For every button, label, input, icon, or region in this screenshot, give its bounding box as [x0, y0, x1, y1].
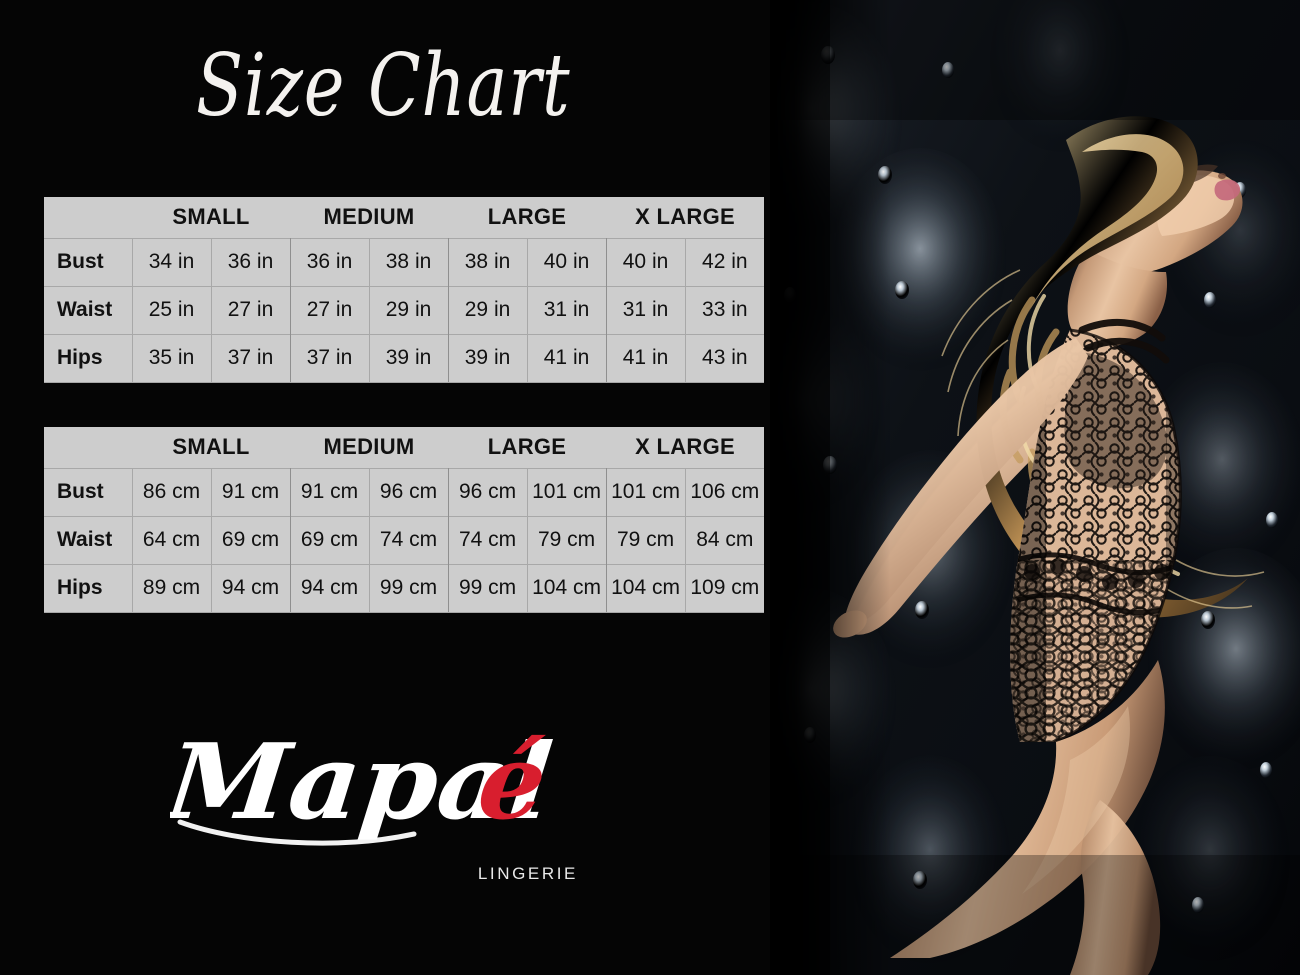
- cell: 29 in: [369, 285, 449, 334]
- header-x-large: X LARGE: [606, 197, 765, 238]
- cell: 31 in: [606, 285, 686, 334]
- model-photo: [770, 0, 1300, 975]
- cell: 84 cm: [685, 515, 765, 564]
- header-small: SMALL: [132, 427, 291, 468]
- header-large: LARGE: [448, 197, 607, 238]
- cell: 99 cm: [448, 563, 528, 613]
- model-photo-illustration: [770, 0, 1300, 975]
- table-row: Bust 34 in 36 in 36 in 38 in 38 in 40 in…: [44, 237, 765, 286]
- cell: 96 cm: [369, 467, 449, 516]
- table-row: Bust 86 cm 91 cm 91 cm 96 cm 96 cm 101 c…: [44, 467, 765, 516]
- cell: 74 cm: [369, 515, 449, 564]
- page-title: Size Chart: [196, 36, 571, 136]
- row-label-waist: Waist: [44, 285, 133, 334]
- cell: 41 in: [527, 333, 607, 383]
- row-label-bust: Bust: [44, 237, 133, 286]
- row-label-hips: Hips: [44, 563, 133, 613]
- cell: 37 in: [211, 333, 291, 383]
- cell: 40 in: [527, 237, 607, 286]
- cell: 79 cm: [527, 515, 607, 564]
- table-row: Hips 35 in 37 in 37 in 39 in 39 in 41 in…: [44, 333, 765, 383]
- header-corner: [44, 427, 132, 468]
- cell: 38 in: [369, 237, 449, 286]
- cell: 101 cm: [606, 467, 686, 516]
- cell: 91 cm: [211, 467, 291, 516]
- cell: 101 cm: [527, 467, 607, 516]
- brand-wordmark: Mapal é: [170, 720, 558, 846]
- cell: 38 in: [448, 237, 528, 286]
- cell: 34 in: [132, 237, 212, 286]
- table-row: Waist 64 cm 69 cm 69 cm 74 cm 74 cm 79 c…: [44, 515, 765, 564]
- cell: 43 in: [685, 333, 765, 383]
- header-small: SMALL: [132, 197, 291, 238]
- brand-name-main: Mapal: [170, 721, 558, 843]
- cell: 29 in: [448, 285, 528, 334]
- size-table-inches-body: Bust 34 in 36 in 36 in 38 in 38 in 40 in…: [44, 237, 765, 383]
- cell: 104 cm: [606, 563, 686, 613]
- header-medium: MEDIUM: [290, 427, 449, 468]
- size-table-inches: SMALL MEDIUM LARGE X LARGE Bust 34 in 36…: [44, 197, 765, 383]
- cell: 89 cm: [132, 563, 212, 613]
- cell: 36 in: [290, 237, 370, 286]
- cell: 40 in: [606, 237, 686, 286]
- cell: 37 in: [290, 333, 370, 383]
- cell: 96 cm: [448, 467, 528, 516]
- cell: 109 cm: [685, 563, 765, 613]
- cell: 33 in: [685, 285, 765, 334]
- cell: 27 in: [290, 285, 370, 334]
- cell: 42 in: [685, 237, 765, 286]
- brand-subtitle: LINGERIE: [477, 864, 578, 883]
- row-label-waist: Waist: [44, 515, 133, 564]
- cell: 41 in: [606, 333, 686, 383]
- header-corner: [44, 197, 132, 238]
- cell: 39 in: [448, 333, 528, 383]
- header-row: SMALL MEDIUM LARGE X LARGE: [44, 427, 765, 468]
- cell: 91 cm: [290, 467, 370, 516]
- size-table-centimeters-body: Bust 86 cm 91 cm 91 cm 96 cm 96 cm 101 c…: [44, 467, 765, 613]
- cell: 99 cm: [369, 563, 449, 613]
- cell: 69 cm: [211, 515, 291, 564]
- cell: 69 cm: [290, 515, 370, 564]
- header-large: LARGE: [448, 427, 607, 468]
- cell: 104 cm: [527, 563, 607, 613]
- cell: 94 cm: [290, 563, 370, 613]
- cell: 106 cm: [685, 467, 765, 516]
- table-row: Hips 89 cm 94 cm 94 cm 99 cm 99 cm 104 c…: [44, 563, 765, 613]
- cell: 31 in: [527, 285, 607, 334]
- brand-logo: Mapal é LINGERIE: [170, 718, 590, 893]
- cell: 74 cm: [448, 515, 528, 564]
- cell: 25 in: [132, 285, 212, 334]
- cell: 39 in: [369, 333, 449, 383]
- size-table-centimeters: SMALL MEDIUM LARGE X LARGE Bust 86 cm 91…: [44, 427, 765, 613]
- size-table-centimeters-header: SMALL MEDIUM LARGE X LARGE: [44, 427, 765, 468]
- header-row: SMALL MEDIUM LARGE X LARGE: [44, 197, 765, 238]
- cell: 36 in: [211, 237, 291, 286]
- cell: 64 cm: [132, 515, 212, 564]
- cell: 79 cm: [606, 515, 686, 564]
- cell: 86 cm: [132, 467, 212, 516]
- cell: 35 in: [132, 333, 212, 383]
- header-medium: MEDIUM: [290, 197, 449, 238]
- row-label-hips: Hips: [44, 333, 133, 383]
- cell: 27 in: [211, 285, 291, 334]
- row-label-bust: Bust: [44, 467, 133, 516]
- table-row: Waist 25 in 27 in 27 in 29 in 29 in 31 i…: [44, 285, 765, 334]
- cell: 94 cm: [211, 563, 291, 613]
- brand-name-accent: é: [473, 720, 552, 843]
- size-table-inches-header: SMALL MEDIUM LARGE X LARGE: [44, 197, 765, 238]
- header-x-large: X LARGE: [606, 427, 765, 468]
- brand-swash: [177, 819, 417, 846]
